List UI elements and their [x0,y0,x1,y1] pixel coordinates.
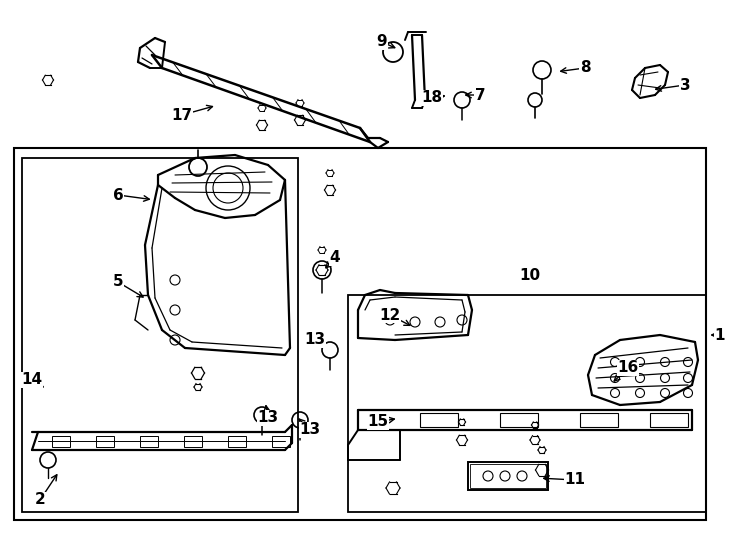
Text: 8: 8 [580,60,590,76]
Text: 5: 5 [113,274,123,289]
Text: 12: 12 [379,307,401,322]
Text: 11: 11 [564,472,586,488]
Bar [22,158,298,512]
Text: 13: 13 [305,333,326,348]
Text: 18: 18 [421,91,443,105]
Bar [140,436,158,447]
Text: 7: 7 [475,87,485,103]
Text: 2: 2 [34,492,46,508]
Bar [14,148,706,520]
Bar [52,436,70,447]
Text: 15: 15 [368,415,388,429]
Text: 17: 17 [172,107,192,123]
Text: 4: 4 [330,251,341,266]
Text: 13: 13 [299,422,321,437]
Bar [580,413,618,427]
Bar [650,413,688,427]
Text: 6: 6 [112,187,123,202]
Bar [272,436,290,447]
Bar [420,413,458,427]
Text: 16: 16 [617,361,639,375]
Text: 3: 3 [680,78,690,92]
Bar [470,464,546,488]
Bar [228,436,246,447]
Bar [500,413,538,427]
Bar [96,436,114,447]
Text: 1: 1 [715,327,725,342]
Bar [184,436,202,447]
Text: 13: 13 [258,410,279,426]
Bar [468,462,548,490]
Text: 9: 9 [377,35,388,50]
Text: 10: 10 [520,267,540,282]
Bar [348,295,706,512]
Text: 14: 14 [21,373,43,388]
